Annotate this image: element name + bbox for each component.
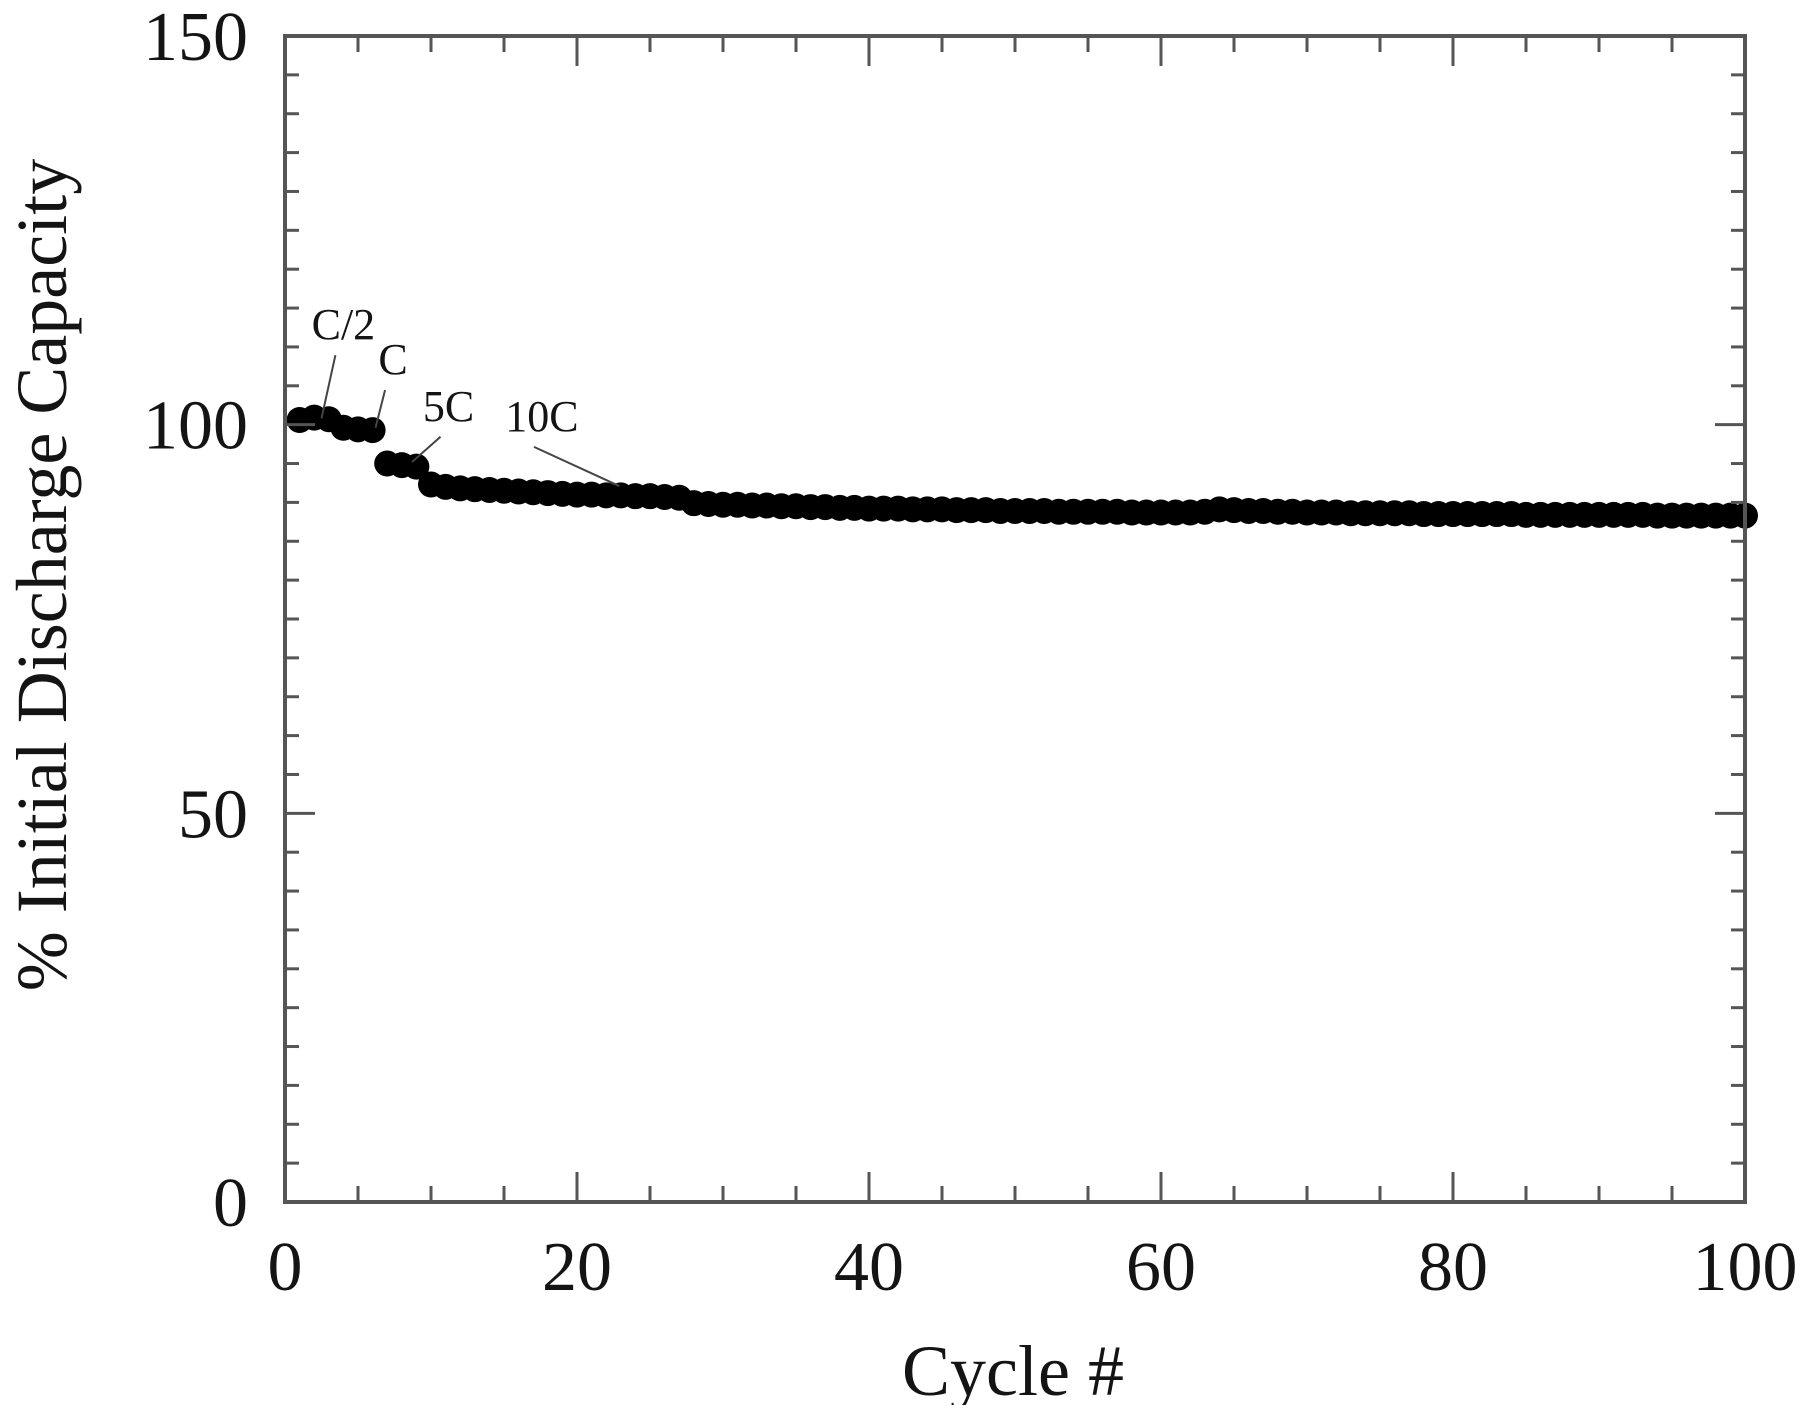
x-tick-label: 40 [834,1229,904,1306]
x-tick-label: 80 [1418,1229,1488,1306]
annotation-label: C/2 [312,300,376,349]
series-c [330,414,386,444]
y-tick-label: 100 [143,388,248,465]
x-tick-label: 60 [1126,1229,1196,1306]
x-tick-label: 20 [542,1229,612,1306]
x-tick-label: 100 [1693,1229,1798,1306]
rate-annotations: C/2C 5C 10C [312,300,620,487]
data-series [286,404,1758,529]
y-tick-label: 150 [143,0,248,76]
annotation-leader-line [320,354,337,419]
data-point [359,417,386,444]
x-axis-title: Cycle # [902,1331,1124,1405]
data-point [403,453,430,480]
y-tick-labels: 0 50 100 150 [143,0,248,1242]
annotation-leader-line [374,389,387,429]
y-tick-label: 50 [178,776,248,853]
series-10c [418,471,1758,529]
y-axis-title: % Initial Discharge Capacity [2,159,82,991]
annotation-leader-line [411,436,442,463]
series-5c [374,450,430,480]
plot-frame [283,34,1747,1204]
x-tick-label: 0 [268,1229,303,1306]
y-tick-label: 0 [213,1165,248,1242]
x-tick-labels: 0 20 40 60 80 100 [268,1229,1798,1306]
annotation-leader-line [533,445,620,487]
annotation-label: C [378,335,407,384]
axis-ticks [283,34,1747,1204]
annotation-label: 10C [505,392,578,441]
annotation-label: 5C [423,382,474,431]
